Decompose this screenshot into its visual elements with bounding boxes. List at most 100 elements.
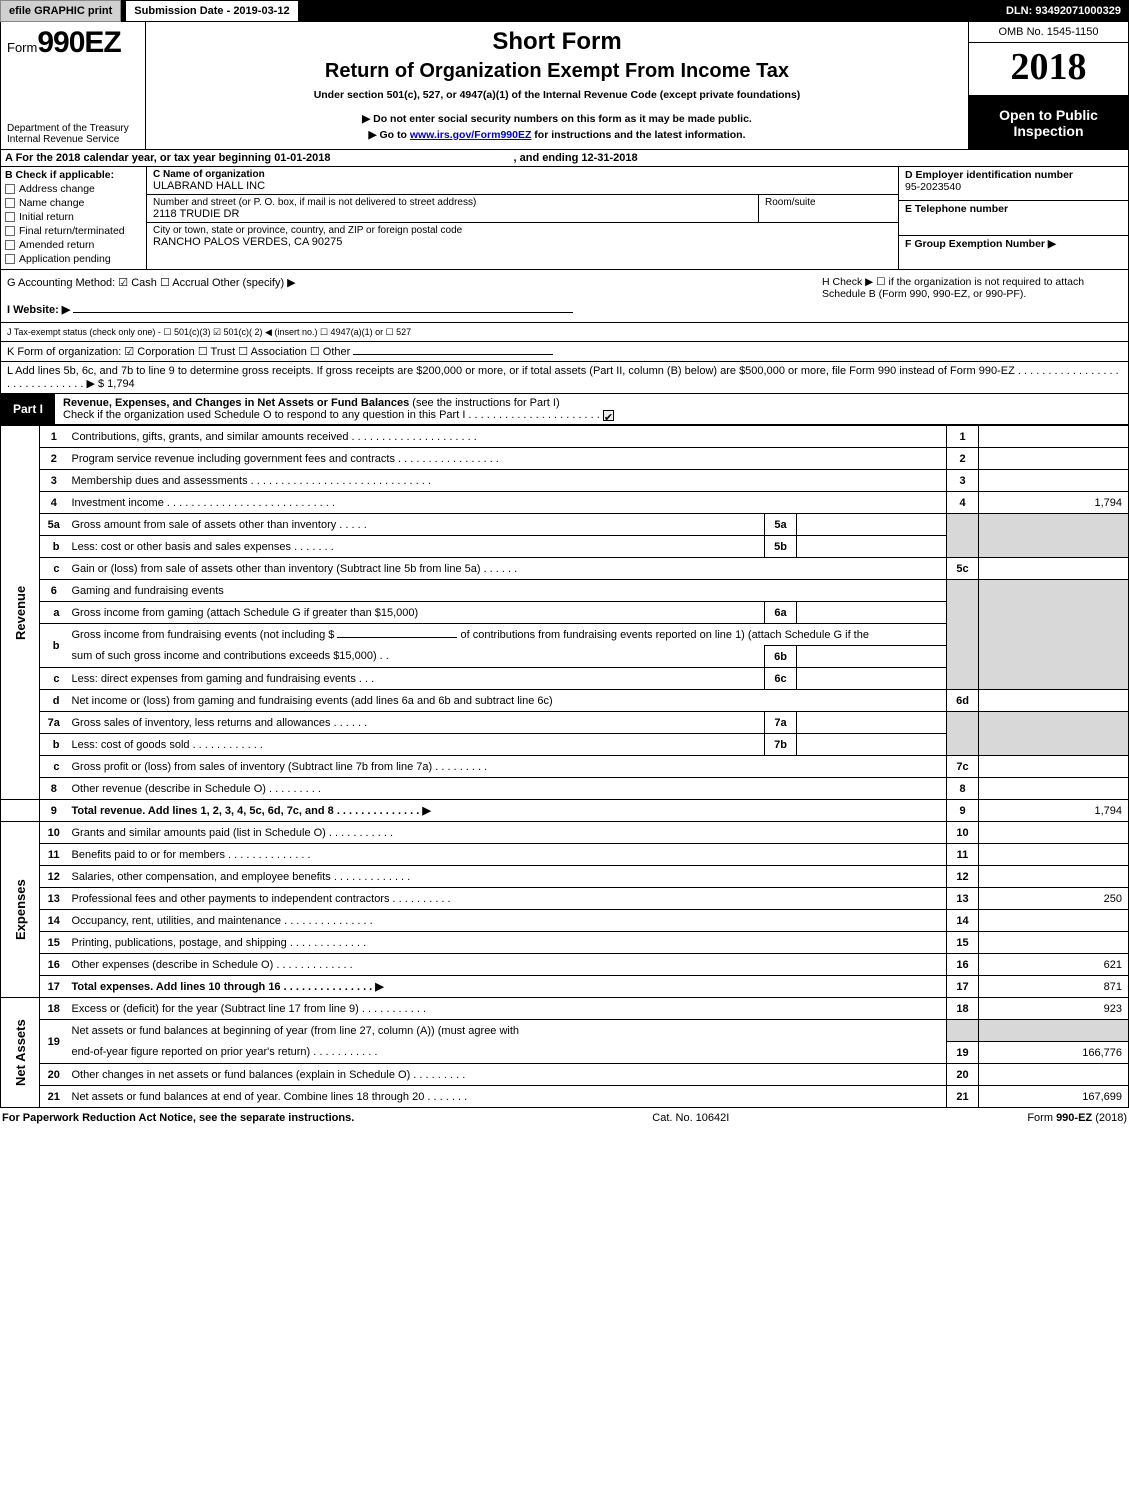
- part-1-checkbox[interactable]: ✔: [603, 410, 614, 421]
- rn-8: 8: [947, 778, 979, 800]
- k-text: K Form of organization: ☑ Corporation ☐ …: [7, 346, 350, 358]
- chk-amended-return[interactable]: Amended return: [5, 239, 142, 251]
- ln-9: 9: [40, 800, 68, 822]
- room-suite: Room/suite: [758, 195, 898, 222]
- ln-16: 16: [40, 954, 68, 976]
- netassets-label: Net Assets: [1, 998, 40, 1108]
- desc-11: Benefits paid to or for members . . . . …: [68, 844, 947, 866]
- desc-6b1: Gross income from fundraising events (no…: [68, 624, 947, 646]
- rv-8: [979, 778, 1129, 800]
- desc-9: Total revenue. Add lines 1, 2, 3, 4, 5c,…: [68, 800, 947, 822]
- rn-20: 20: [947, 1064, 979, 1086]
- rn-5c: 5c: [947, 558, 979, 580]
- rv-20: [979, 1064, 1129, 1086]
- d-ein: D Employer identification number 95-2023…: [899, 167, 1128, 201]
- ln-6b: b: [40, 624, 68, 668]
- c-name-value: ULABRAND HALL INC: [153, 180, 892, 192]
- rv-10: [979, 822, 1129, 844]
- rn-19: 19: [947, 1042, 979, 1064]
- rv-1: [979, 426, 1129, 448]
- c-street-label: Number and street (or P. O. box, if mail…: [153, 197, 752, 208]
- submission-date: Submission Date - 2019-03-12: [125, 0, 298, 22]
- mv-6c: [797, 668, 947, 690]
- ln-4: 4: [40, 492, 68, 514]
- year-box: 2018: [969, 43, 1128, 96]
- desc-5a: Gross amount from sale of assets other t…: [68, 514, 765, 536]
- desc-17: Total expenses. Add lines 10 through 16 …: [68, 976, 947, 998]
- ln-18: 18: [40, 998, 68, 1020]
- rv-21: 167,699: [979, 1086, 1129, 1108]
- mn-7b: 7b: [765, 734, 797, 756]
- desc-4: Investment income . . . . . . . . . . . …: [68, 492, 947, 514]
- desc-5c: Gain or (loss) from sale of assets other…: [68, 558, 947, 580]
- chk-final-return[interactable]: Final return/terminated: [5, 225, 142, 237]
- desc-7a: Gross sales of inventory, less returns a…: [68, 712, 765, 734]
- desc-6c: Less: direct expenses from gaming and fu…: [68, 668, 765, 690]
- header-center: Short Form Return of Organization Exempt…: [146, 22, 968, 149]
- c-city-row: City or town, state or province, country…: [147, 223, 898, 250]
- irs-link[interactable]: www.irs.gov/Form990EZ: [410, 129, 532, 141]
- rv-15: [979, 932, 1129, 954]
- desc-7b: Less: cost of goods sold . . . . . . . .…: [68, 734, 765, 756]
- footer-mid: Cat. No. 10642I: [652, 1112, 729, 1124]
- rv-11: [979, 844, 1129, 866]
- dln-number: DLN: 93492071000329: [998, 0, 1129, 22]
- footer-right: Form 990-EZ (2018): [1027, 1112, 1127, 1124]
- row-gh: G Accounting Method: ☑ Cash ☐ Accrual Ot…: [0, 270, 1129, 323]
- rn-15: 15: [947, 932, 979, 954]
- desc-1: Contributions, gifts, grants, and simila…: [68, 426, 947, 448]
- rv-12: [979, 866, 1129, 888]
- chk-initial-return[interactable]: Initial return: [5, 211, 142, 223]
- mn-6c: 6c: [765, 668, 797, 690]
- chk-name-change[interactable]: Name change: [5, 197, 142, 209]
- chk-address-change[interactable]: Address change: [5, 183, 142, 195]
- ln-19: 19: [40, 1020, 68, 1064]
- desc-15: Printing, publications, postage, and shi…: [68, 932, 947, 954]
- desc-19a: Net assets or fund balances at beginning…: [68, 1020, 947, 1042]
- rn-13: 13: [947, 888, 979, 910]
- rn-3: 3: [947, 470, 979, 492]
- footer-left: For Paperwork Reduction Act Notice, see …: [2, 1112, 354, 1124]
- ln-5c: c: [40, 558, 68, 580]
- form-header: Form 990EZ Department of the Treasury In…: [0, 22, 1129, 150]
- chk-application-pending[interactable]: Application pending: [5, 253, 142, 265]
- col-b: B Check if applicable: Address change Na…: [1, 167, 147, 269]
- under-section: Under section 501(c), 527, or 4947(a)(1)…: [156, 89, 958, 101]
- rn-14: 14: [947, 910, 979, 932]
- desc-19b: end-of-year figure reported on prior yea…: [68, 1042, 947, 1064]
- j-text: J Tax-exempt status (check only one) - ☐…: [7, 327, 411, 337]
- rn-16: 16: [947, 954, 979, 976]
- col-c: C Name of organization ULABRAND HALL INC…: [147, 167, 898, 269]
- rn-6d: 6d: [947, 690, 979, 712]
- rv-3: [979, 470, 1129, 492]
- ln-20: 20: [40, 1064, 68, 1086]
- c-city-value: RANCHO PALOS VERDES, CA 90275: [153, 236, 892, 248]
- shade-7v: [979, 712, 1129, 756]
- ln-3: 3: [40, 470, 68, 492]
- desc-5b: Less: cost or other basis and sales expe…: [68, 536, 765, 558]
- ln-6d: d: [40, 690, 68, 712]
- desc-6b2: sum of such gross income and contributio…: [68, 646, 765, 668]
- shade-5ab: [947, 514, 979, 558]
- mn-6b: 6b: [765, 646, 797, 668]
- ln-5a: 5a: [40, 514, 68, 536]
- ln-11: 11: [40, 844, 68, 866]
- row-bcdef: B Check if applicable: Address change Na…: [0, 167, 1129, 270]
- rv-7c: [979, 756, 1129, 778]
- rv-14: [979, 910, 1129, 932]
- e-phone: E Telephone number: [899, 201, 1128, 235]
- efile-print-button[interactable]: efile GRAPHIC print: [0, 0, 121, 22]
- goto-pre: ▶ Go to: [369, 129, 410, 141]
- ln-8: 8: [40, 778, 68, 800]
- shade-5ab-v: [979, 514, 1129, 558]
- line-a-ending: , and ending 12-31-2018: [514, 152, 638, 164]
- line-a: A For the 2018 calendar year, or tax yea…: [0, 150, 1129, 167]
- goto-line: ▶ Go to www.irs.gov/Form990EZ for instru…: [156, 129, 958, 141]
- rv-5c: [979, 558, 1129, 580]
- desc-12: Salaries, other compensation, and employ…: [68, 866, 947, 888]
- f-label: F Group Exemption Number ▶: [905, 238, 1122, 250]
- top-bar: efile GRAPHIC print Submission Date - 20…: [0, 0, 1129, 22]
- rv-9: 1,794: [979, 800, 1129, 822]
- ln-7a: 7a: [40, 712, 68, 734]
- ln-7c: c: [40, 756, 68, 778]
